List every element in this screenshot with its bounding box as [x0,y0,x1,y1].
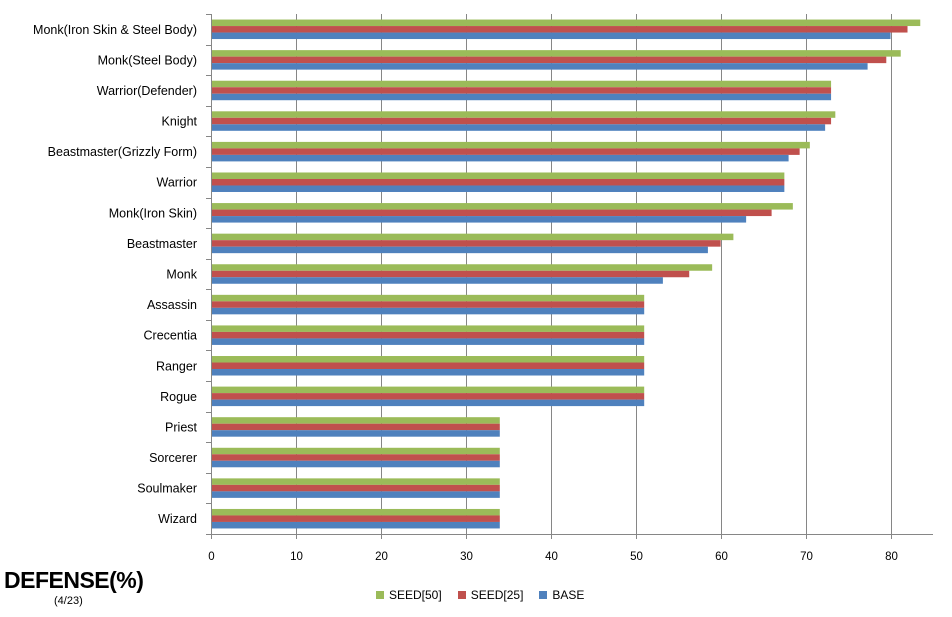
bar [212,484,500,492]
bar [212,423,500,431]
category-label: Monk(Steel Body) [98,53,197,67]
category-label: Monk(Iron Skin) [109,206,197,220]
bar [212,93,832,101]
bar [212,117,832,125]
chart-subtitle: (4/23) [54,595,83,607]
bar [212,277,663,284]
x-tick-label: 70 [800,551,813,563]
bar [212,460,500,468]
category-label: Knight [162,115,198,129]
bar [212,478,500,485]
bar [212,508,500,516]
bar [212,124,826,131]
category-label: Beastmaster [127,237,197,251]
chart-title: DEFENSE(%) [4,567,144,593]
bar [212,491,500,498]
bar [212,369,645,376]
category-label: Assassin [147,298,197,312]
bar [212,307,645,315]
bar [212,50,901,57]
bar [212,216,747,223]
bar [212,454,500,461]
category-label: Wizard [158,512,197,526]
bar [212,32,891,40]
bar [212,270,690,278]
x-tick-label: 0 [208,551,214,563]
legend: SEED[50] SEED[25] BASE [376,588,584,602]
bar [212,56,887,64]
bar [212,26,908,33]
bar [212,203,793,210]
bar [212,301,645,308]
bar [212,240,721,247]
category-label: Priest [165,420,197,434]
title-block: DEFENSE(%) (4/23) [4,566,144,608]
bar [212,111,836,118]
bar [212,63,868,70]
bar [212,19,921,27]
category-label: Warrior [156,176,197,190]
bar [212,521,500,529]
bar [212,325,645,332]
legend-item-seed25: SEED[25] [457,588,524,602]
legend-swatch-seed25 [457,591,466,599]
bar [212,417,500,424]
bar [212,393,645,400]
bar [212,172,785,179]
bar [212,246,708,254]
x-tick-label: 20 [375,551,388,563]
legend-swatch-base [539,591,548,599]
legend-label-seed50: SEED[50] [389,588,442,602]
category-label: Rogue [160,390,197,404]
category-label: Monk(Iron Skin & Steel Body) [33,23,197,37]
bar [212,148,800,155]
legend-item-base: BASE [539,588,584,602]
bar [212,264,713,271]
bar [212,338,645,345]
legend-label-base: BASE [552,588,585,602]
bar [212,185,785,192]
x-tick-label: 50 [630,551,643,563]
category-label: Crecentia [144,329,198,343]
category-label: Sorcerer [149,451,197,465]
bar [212,362,645,370]
bar [212,141,810,149]
category-label: Beastmaster(Grizzly Form) [48,145,197,159]
x-tick-label: 80 [885,551,898,563]
x-tick-label: 60 [715,551,728,563]
bar [212,233,734,241]
legend-swatch-seed50 [376,591,384,599]
bar [212,178,785,186]
category-label: Monk [166,268,197,282]
bar [212,331,645,339]
category-label: Ranger [156,359,197,373]
bar [212,87,832,94]
bar [212,209,772,217]
legend-label-seed25: SEED[25] [470,588,524,602]
bar [212,515,500,522]
category-label: Soulmaker [137,482,197,496]
bar [212,447,500,455]
bar [212,356,645,363]
x-tick-label: 30 [460,551,473,563]
bar [212,80,832,88]
bar [212,154,789,162]
bar [212,386,645,394]
x-tick-label: 10 [290,551,303,563]
x-tick-label: 40 [545,551,558,563]
bar [212,294,645,302]
category-label: Warrior(Defender) [97,84,197,98]
bar [212,430,500,437]
bar [212,399,645,407]
legend-item-seed50: SEED[50] [376,588,442,602]
